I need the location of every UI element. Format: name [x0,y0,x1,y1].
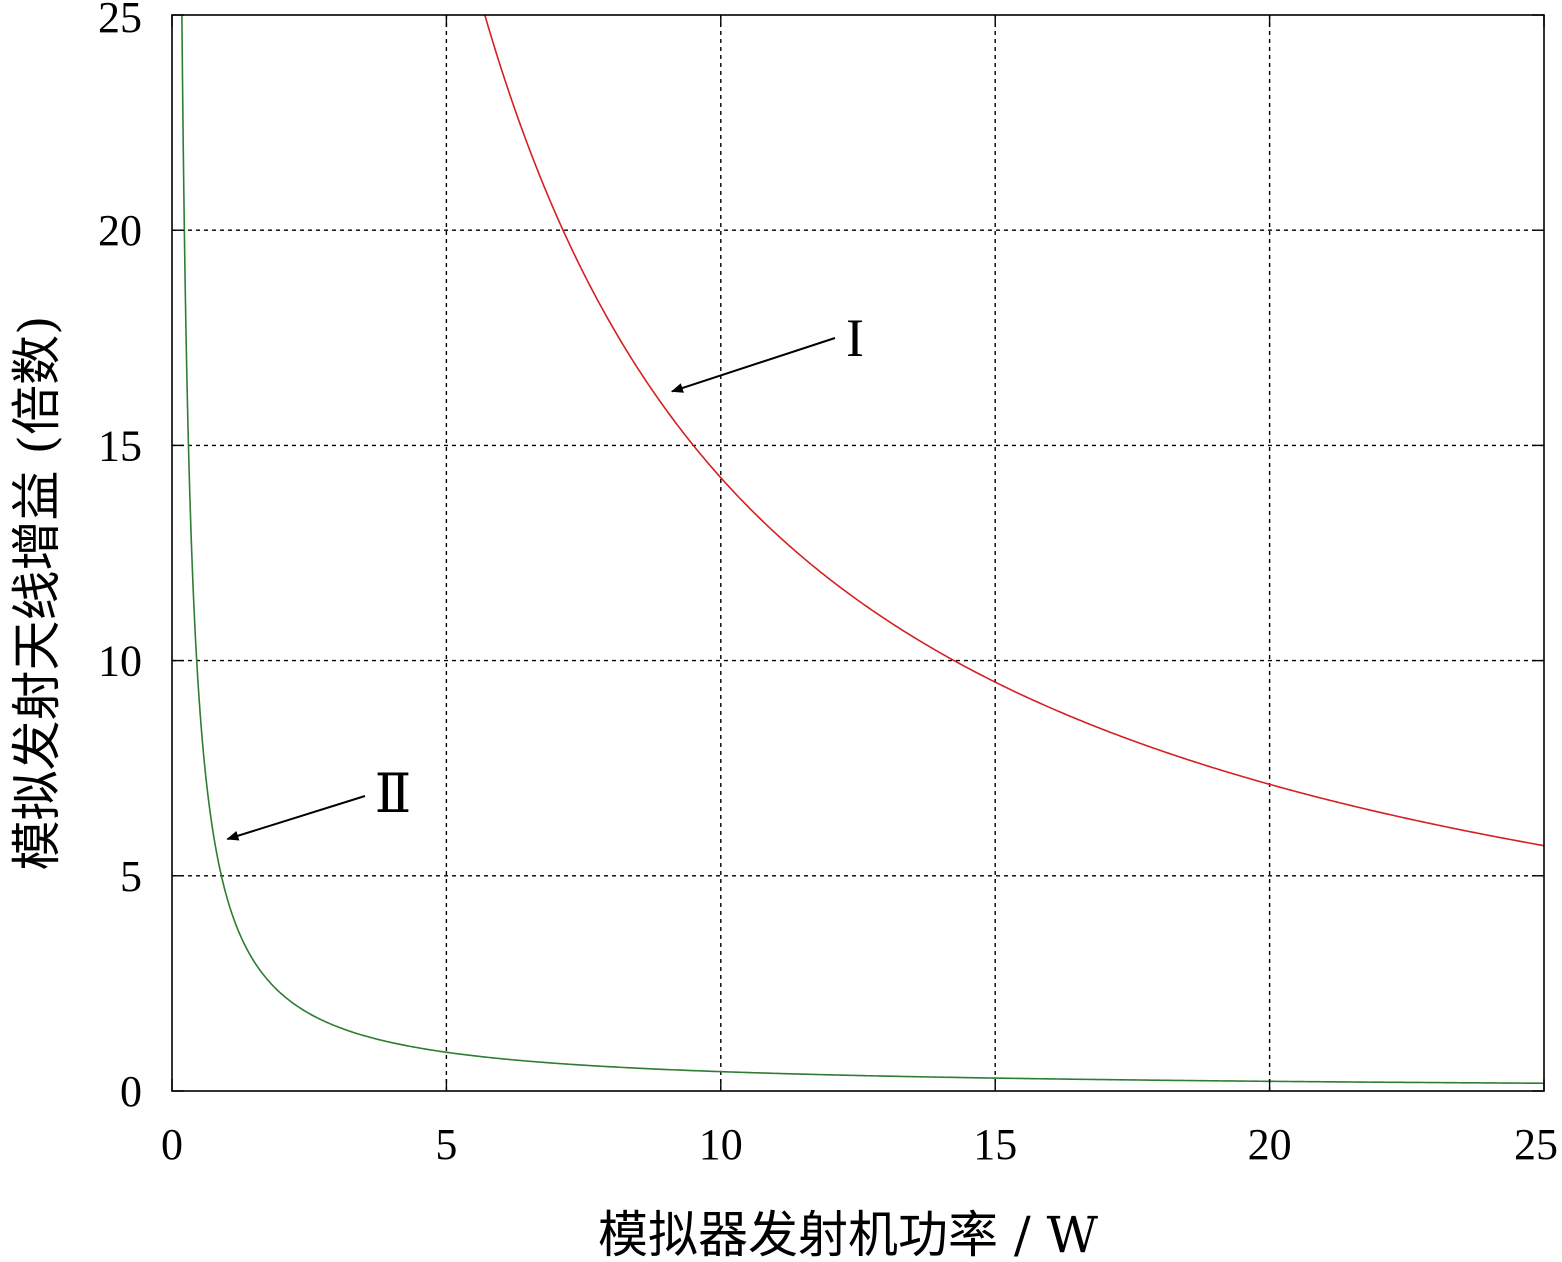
x-tick-label: 15 [973,1120,1017,1169]
y-tick-label: 0 [120,1067,142,1116]
y-axis-label: 模拟发射天线增益 (倍数) [8,316,66,871]
x-axis-label: 模拟器发射机功率 / W [598,1206,1099,1262]
x-tick-label: 20 [1248,1120,1292,1169]
x-tick-label: 0 [161,1120,183,1169]
x-tick-label: 25 [1514,1120,1558,1169]
axis-ticks: 0 5 10 15 20 25 0 5 10 15 20 25 [98,0,1558,1169]
y-tick-label: 5 [120,852,142,901]
series-line-I [484,14,1545,847]
annotation-arrow-1 [670,337,836,393]
annotation-label-1: I [846,308,864,368]
y-tick-label: 15 [98,421,142,470]
annotations: IⅡ [226,308,864,841]
plot-frame [171,14,1545,1092]
y-tick-label: 20 [98,206,142,255]
annotation-label-2: Ⅱ [375,764,412,824]
grid [172,15,1544,1091]
x-tick-label: 5 [435,1120,457,1169]
series-line-II [181,15,1545,1085]
x-tick-label: 10 [699,1120,743,1169]
annotation-arrow-2 [226,795,366,841]
series-layer [181,14,1545,1085]
y-tick-label: 10 [98,637,142,686]
y-tick-label: 25 [98,0,142,42]
